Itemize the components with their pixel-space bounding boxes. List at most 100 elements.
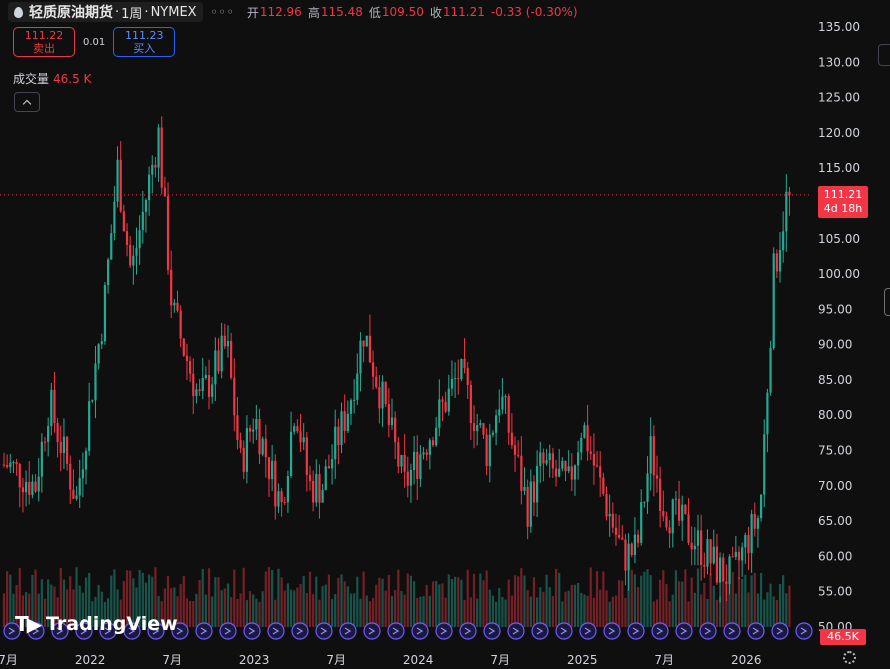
volume-bar <box>431 581 435 627</box>
candle-body <box>94 363 97 401</box>
volume-bar <box>573 584 577 627</box>
candle-body <box>312 480 315 503</box>
volume-bar <box>192 600 195 627</box>
candle-body <box>179 310 182 339</box>
volume-bar <box>627 571 630 627</box>
candle-body <box>772 253 775 348</box>
volume-bar <box>274 599 277 627</box>
event-marker-chevron <box>512 627 520 635</box>
volume-bar <box>472 573 476 627</box>
event-marker <box>435 622 453 640</box>
candle-body <box>614 527 618 535</box>
price-axis-label: 75.00 <box>818 444 852 458</box>
volume-bar <box>646 569 649 627</box>
volume-bar <box>450 578 454 627</box>
candle-body <box>677 498 681 521</box>
volume-bar <box>759 573 763 627</box>
volume-bar <box>43 598 47 627</box>
symbol-selector[interactable]: 轻质原油期货 · 1周 · NYMEX <box>8 2 203 22</box>
symbol-name[interactable]: 轻质原油期货 <box>29 5 113 21</box>
bar-countdown: 4d 18h <box>823 202 863 215</box>
candle-body <box>220 335 223 372</box>
collapse-legend-button[interactable] <box>14 92 40 112</box>
candle-body <box>567 466 570 472</box>
event-marker-chevron <box>776 627 784 635</box>
candle-body <box>573 465 577 480</box>
volume-bar <box>611 596 614 627</box>
candle-body <box>173 302 176 306</box>
candle-body <box>457 378 460 380</box>
volume-bar <box>763 599 766 627</box>
candle-body <box>129 244 132 266</box>
event-marker <box>651 622 669 640</box>
volume-bar <box>113 569 116 627</box>
candle-body <box>230 340 233 378</box>
volume-bar <box>65 589 69 627</box>
candle-body <box>624 539 627 571</box>
more-options-icon[interactable]: ◦◦◦ <box>210 5 235 19</box>
volume-bar <box>226 583 230 627</box>
time-axis-label: 2022 <box>75 653 106 667</box>
event-marker-chevron <box>632 627 640 635</box>
candle-body <box>425 452 428 455</box>
candle-body <box>330 459 334 469</box>
candle-body <box>435 427 438 446</box>
event-marker <box>579 622 597 640</box>
candle-body <box>204 375 207 378</box>
buy-button[interactable]: 111.23 买入 <box>113 27 176 57</box>
volume-bar <box>416 597 419 627</box>
candle-body <box>687 514 690 543</box>
candle-body <box>618 534 621 538</box>
candle-body <box>324 466 327 490</box>
event-marker <box>291 622 309 640</box>
volume-bar <box>476 598 479 627</box>
volume-bar <box>160 601 163 627</box>
volume-bar <box>747 592 750 627</box>
volume-bar <box>189 600 192 627</box>
time-axis-label: 2026 <box>731 653 762 667</box>
volume-bar <box>722 578 725 627</box>
candle-body <box>501 396 504 410</box>
volume-bar <box>409 575 413 627</box>
candle-body <box>258 418 261 455</box>
candle-body <box>599 466 602 478</box>
volume-bar <box>403 594 406 627</box>
interval-label[interactable]: 1周 <box>121 6 143 22</box>
volume-bar <box>674 570 678 627</box>
volume-bar <box>412 581 416 627</box>
candle-body <box>154 164 157 168</box>
candle-body <box>649 436 652 474</box>
volume-bar <box>230 597 233 627</box>
event-marker <box>315 622 333 640</box>
candle-body <box>536 465 539 503</box>
volume-bar <box>589 567 592 627</box>
candle-body <box>15 462 18 464</box>
gear-icon[interactable] <box>843 651 856 664</box>
candle-body <box>207 375 211 397</box>
volume-bar <box>233 569 236 627</box>
volume-bar <box>242 567 245 627</box>
volume-bar <box>173 587 176 627</box>
event-marker-chevron <box>80 627 88 635</box>
tradingview-logo[interactable]: T▶ TradingView <box>15 612 178 636</box>
candle-body <box>504 396 507 398</box>
candle-body <box>110 233 113 260</box>
candle-body <box>728 556 731 584</box>
candle-body <box>778 250 782 272</box>
volume-label: 成交量 <box>13 72 50 86</box>
candle-body <box>412 451 416 470</box>
candle-body <box>321 489 324 503</box>
candle-body <box>769 347 772 393</box>
scroll-handle[interactable] <box>884 288 890 316</box>
candle-body <box>296 426 299 432</box>
price-axis-label: 85.00 <box>818 373 852 387</box>
side-panel-tab[interactable] <box>878 44 890 66</box>
volume-bar <box>299 583 302 627</box>
candle-body <box>327 466 331 469</box>
change-value: -0.33 (-0.30%) <box>490 5 578 19</box>
volume-bar <box>119 599 122 627</box>
event-marker <box>171 622 189 640</box>
candle-body <box>586 425 589 452</box>
sell-button[interactable]: 111.22 卖出 <box>13 27 75 57</box>
